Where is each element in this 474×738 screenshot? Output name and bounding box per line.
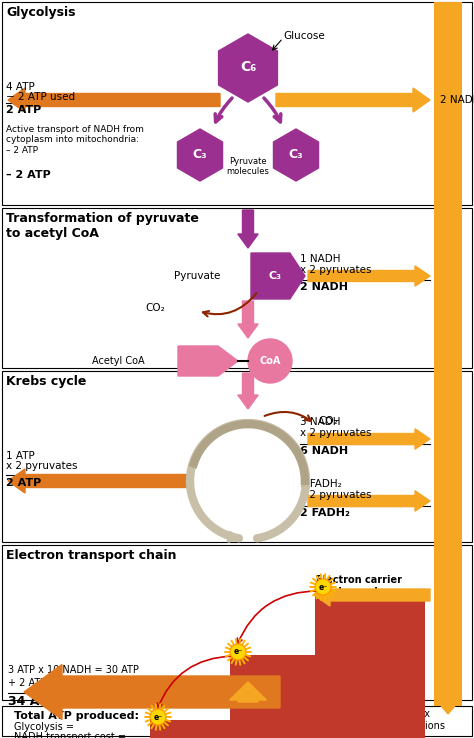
Circle shape: [315, 579, 331, 595]
Text: Krebs cycle: Krebs cycle: [6, 375, 86, 388]
Text: C₃: C₃: [193, 148, 207, 160]
Text: + 2 ATP x 2 FADH₂ =   4 ATP: + 2 ATP x 2 FADH₂ = 4 ATP: [8, 678, 146, 688]
Bar: [150, 720, 230, 738]
FancyArrow shape: [229, 682, 266, 702]
FancyArrow shape: [308, 266, 430, 286]
FancyArrow shape: [238, 301, 258, 338]
Text: 3 NADH: 3 NADH: [300, 417, 340, 427]
Text: 1 FADH₂: 1 FADH₂: [300, 479, 342, 489]
Text: 1 NADH: 1 NADH: [300, 254, 340, 264]
Bar: [315, 590, 425, 738]
Text: −2 ATP: −2 ATP: [240, 732, 275, 738]
Text: Total ATP produced:: Total ATP produced:: [14, 711, 139, 721]
Circle shape: [248, 339, 292, 383]
Polygon shape: [178, 346, 238, 376]
Polygon shape: [273, 129, 319, 181]
FancyArrow shape: [314, 584, 430, 606]
Text: NADH transport cost =: NADH transport cost =: [14, 732, 126, 738]
Polygon shape: [251, 253, 305, 299]
Text: x 2 pyruvates: x 2 pyruvates: [300, 265, 372, 275]
Text: x 2 pyruvates: x 2 pyruvates: [300, 428, 372, 438]
Text: • 10 NADH: • 10 NADH: [316, 607, 369, 617]
Text: 4 ATP: 4 ATP: [6, 82, 35, 92]
FancyArrow shape: [437, 540, 459, 556]
Text: x 2 pyruvates: x 2 pyruvates: [300, 490, 372, 500]
Text: – 2 ATP: – 2 ATP: [6, 170, 51, 180]
FancyArrow shape: [276, 88, 430, 112]
Text: e⁻: e⁻: [154, 712, 163, 722]
Text: 2 ATP: 2 ATP: [6, 478, 41, 488]
Text: 3 ATP x 10 NADH = 30 ATP: 3 ATP x 10 NADH = 30 ATP: [8, 665, 139, 675]
FancyArrow shape: [308, 429, 430, 449]
Text: 34 ATP: 34 ATP: [8, 695, 56, 708]
Text: • 2 FADH₂: • 2 FADH₂: [316, 619, 365, 629]
FancyBboxPatch shape: [2, 208, 472, 368]
Text: 2 NADH: 2 NADH: [440, 95, 474, 105]
FancyArrow shape: [238, 210, 258, 248]
FancyArrow shape: [437, 366, 459, 382]
FancyArrow shape: [437, 698, 459, 714]
Bar: [434, 2, 462, 706]
Text: CoA: CoA: [259, 356, 281, 366]
Text: − 2 ATP used: − 2 ATP used: [6, 92, 75, 102]
FancyBboxPatch shape: [2, 545, 472, 700]
Text: Electron transport chain: Electron transport chain: [6, 549, 176, 562]
FancyBboxPatch shape: [2, 706, 472, 736]
Text: e⁻: e⁻: [319, 582, 328, 591]
Text: 2 FADH₂: 2 FADH₂: [300, 508, 350, 518]
Text: Acetyl CoA: Acetyl CoA: [92, 356, 145, 366]
Text: C₃: C₃: [268, 271, 281, 281]
Circle shape: [150, 709, 166, 725]
Text: C₃: C₃: [289, 148, 303, 160]
Text: Redox
reactions: Redox reactions: [364, 687, 445, 731]
FancyArrow shape: [8, 88, 220, 112]
Text: 6 NADH: 6 NADH: [300, 446, 348, 456]
FancyBboxPatch shape: [2, 2, 472, 205]
Polygon shape: [177, 129, 222, 181]
FancyArrow shape: [238, 373, 258, 409]
Text: 1 ATP: 1 ATP: [6, 451, 35, 461]
Text: Glycolysis: Glycolysis: [6, 6, 75, 19]
FancyArrow shape: [308, 491, 430, 511]
FancyArrow shape: [24, 664, 280, 720]
Text: x 2 pyruvates: x 2 pyruvates: [6, 461, 78, 471]
Text: e⁻: e⁻: [233, 647, 243, 657]
Circle shape: [230, 644, 246, 660]
FancyBboxPatch shape: [2, 371, 472, 542]
Text: Glucose: Glucose: [283, 31, 325, 41]
Text: Electron carrier
total per glucose:: Electron carrier total per glucose:: [316, 575, 413, 596]
Polygon shape: [219, 34, 277, 102]
Text: 2 ATP: 2 ATP: [6, 105, 41, 115]
Text: C₆: C₆: [240, 60, 256, 74]
Text: Active transport of NADH from
cytoplasm into mitochondria:
– 2 ATP: Active transport of NADH from cytoplasm …: [6, 125, 144, 155]
Text: Glycolysis =: Glycolysis =: [14, 722, 74, 732]
Text: 2 ATP: 2 ATP: [240, 722, 267, 732]
FancyArrow shape: [437, 203, 459, 219]
Text: 2 NADH: 2 NADH: [300, 282, 348, 292]
Text: CO₂: CO₂: [145, 303, 165, 313]
Text: CO₂: CO₂: [318, 416, 338, 426]
Text: Pyruvate: Pyruvate: [173, 271, 220, 281]
Bar: [230, 655, 315, 738]
Text: Transformation of pyruvate
to acetyl CoA: Transformation of pyruvate to acetyl CoA: [6, 212, 199, 240]
Text: Pyruvate
molecules: Pyruvate molecules: [227, 157, 269, 176]
FancyArrow shape: [8, 469, 190, 493]
